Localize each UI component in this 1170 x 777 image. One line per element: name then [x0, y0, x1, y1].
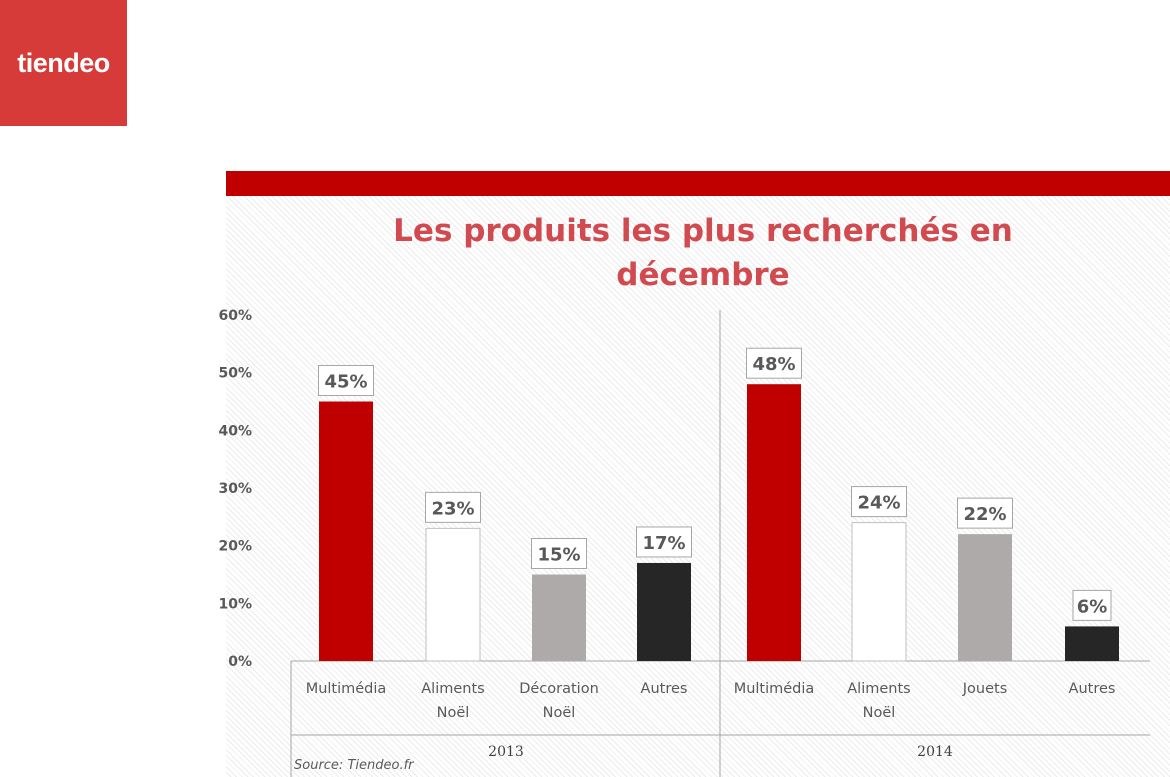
data-label-box [636, 526, 692, 558]
data-label: 17% [642, 533, 685, 554]
x-category-label: Aliments [847, 681, 910, 697]
x-category-label: Noël [863, 705, 896, 721]
y-tick-label: 60% [218, 308, 252, 324]
bar [532, 574, 586, 661]
y-tick-label: 50% [218, 366, 252, 382]
data-label: 23% [431, 498, 474, 519]
data-label-box [1072, 589, 1112, 621]
bar [637, 562, 691, 661]
tiendeo-logo: tiendeo [0, 0, 127, 126]
bar [851, 522, 907, 662]
bar [747, 384, 801, 661]
y-tick-label: 30% [218, 481, 252, 497]
bar [1065, 626, 1119, 661]
x-category-label: Jouets [962, 681, 1008, 697]
chart-bars: 45% 23% 15% 17% 48% 24% 22% 6% [318, 347, 1119, 662]
bar [958, 534, 1012, 661]
data-label: 15% [537, 545, 580, 566]
data-label: 24% [857, 493, 900, 514]
data-label: 45% [324, 372, 367, 393]
data-label-box [531, 538, 587, 569]
chart-source: Source: Tiendeo.fr [294, 758, 415, 773]
bar [425, 527, 481, 662]
bar [319, 401, 373, 661]
data-label: 6% [1077, 596, 1108, 617]
data-label: 22% [963, 504, 1006, 525]
x-category-label: Multimédia [306, 681, 387, 697]
data-label-box [318, 365, 374, 396]
data-label: 48% [752, 354, 795, 375]
data-label-box [425, 491, 481, 523]
x-category-label: Autres [1069, 681, 1116, 697]
chart-header-bar [226, 171, 1170, 196]
x-category-label: Noël [543, 705, 576, 721]
data-label-box [851, 486, 907, 518]
x-category-label: Aliments [421, 681, 484, 697]
chart-title-line-1: Les produits les plus recherchés en [393, 213, 1013, 249]
x-category-label: Noël [437, 705, 470, 721]
chart-title-line-2: décembre [616, 257, 789, 293]
x-category-label: Décoration [519, 681, 599, 697]
y-tick-label: 10% [218, 596, 252, 612]
group-label: 2014 [917, 744, 953, 760]
y-tick-label: 20% [218, 539, 252, 555]
group-label: 2013 [488, 744, 524, 760]
data-label-box [957, 497, 1013, 529]
data-label-box [746, 347, 802, 379]
y-tick-label: 40% [218, 423, 252, 439]
x-category-label: Autres [641, 681, 688, 697]
x-category-label: Multimédia [734, 681, 815, 697]
chart-panel [226, 196, 1170, 777]
y-tick-label: 0% [228, 654, 252, 670]
